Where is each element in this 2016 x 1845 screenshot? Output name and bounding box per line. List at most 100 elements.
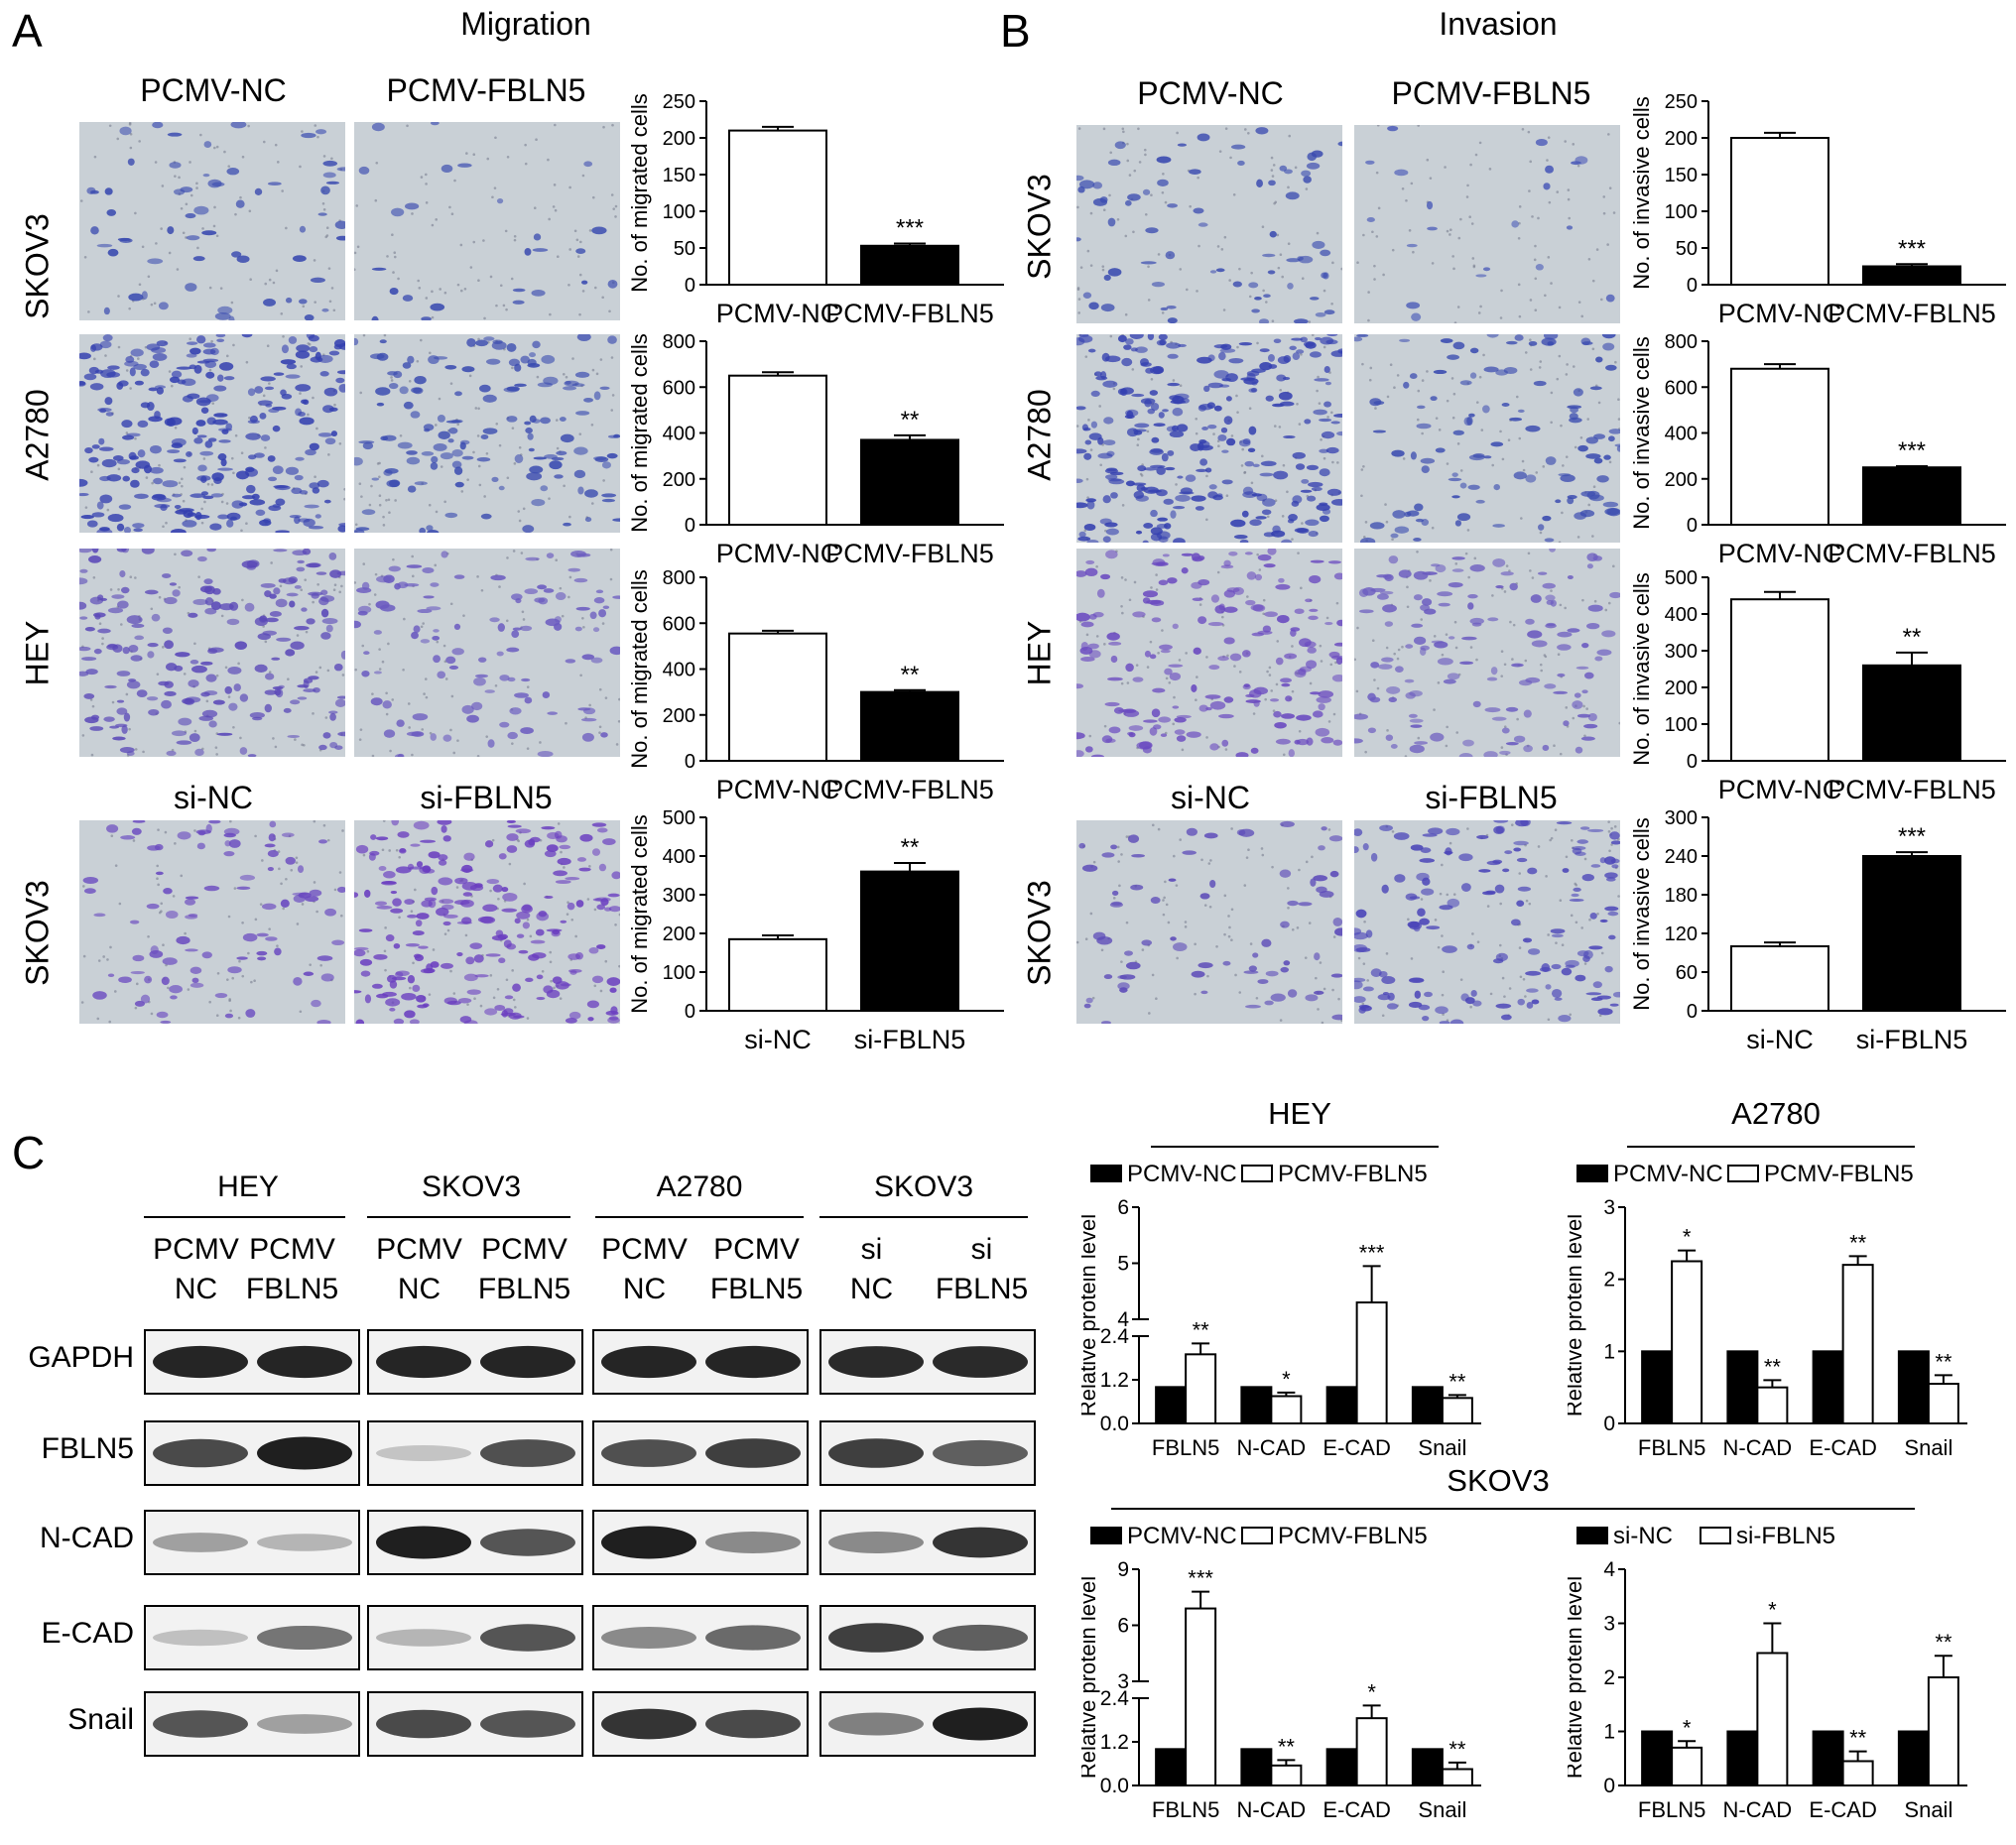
blot-band-box: [819, 1691, 1036, 1757]
x-tick-label: E-CAD: [1809, 1435, 1876, 1460]
significance-label: **: [1935, 1349, 1953, 1374]
y-tick-label: 400: [1665, 604, 1698, 626]
y-tick-label: 2.4: [1100, 1687, 1130, 1710]
legend-swatch: [1241, 1527, 1273, 1544]
y-tick-label: 100: [663, 962, 695, 984]
significance-label: **: [1935, 1630, 1953, 1655]
micrograph-image: [1076, 820, 1342, 1024]
row-label-hey: HEY: [19, 620, 56, 686]
x-tick-label: Snail: [1418, 1797, 1466, 1822]
legend-swatch: [1576, 1165, 1608, 1182]
significance-label: **: [1903, 624, 1922, 651]
significance-label: *: [1683, 1715, 1692, 1740]
x-tick-label: PCMV-NC: [1718, 775, 1842, 804]
blot-band: [828, 1438, 924, 1468]
blot-band-box: [144, 1605, 360, 1670]
y-tick-label: 200: [1665, 469, 1698, 491]
x-tick-label: si-NC: [1746, 1025, 1814, 1054]
blot-row-label: N-CAD: [40, 1522, 134, 1554]
blot-band: [828, 1623, 924, 1653]
blot-lane-label-bottom: FBLN5: [709, 1273, 804, 1305]
y-tick-label: 5: [1117, 1253, 1129, 1276]
blot-band-box: [592, 1510, 809, 1575]
blot-band: [480, 1624, 575, 1652]
blot-band: [153, 1629, 248, 1647]
blot-lane-label-top: PCMV: [249, 1233, 335, 1266]
blot-band-box: [819, 1510, 1036, 1575]
blot-band: [705, 1625, 801, 1651]
significance-label: ***: [1898, 235, 1926, 262]
bar-chart-prot-skov3-si: si-NC si-FBLN5 Relative protein level 0 1 2 3 4…: [1562, 1518, 1984, 1840]
legend-label: PCMV-FBLN5: [1278, 1523, 1428, 1549]
blot-band-box: [367, 1510, 583, 1575]
significance-label: **: [1764, 1354, 1782, 1379]
bar: [1756, 1652, 1789, 1786]
invasion-title: Invasion: [1439, 6, 1558, 42]
blot-band: [257, 1714, 352, 1734]
blot-band: [601, 1439, 696, 1467]
blot-band: [376, 1345, 471, 1379]
significance-label: **: [1849, 1230, 1867, 1255]
bar: [1812, 1350, 1844, 1424]
x-tick-label: FBLN5: [1152, 1435, 1219, 1460]
x-tick-label: PCMV-FBLN5: [825, 299, 994, 328]
blot-band: [705, 1709, 801, 1739]
bar: [860, 244, 959, 286]
blot-band: [376, 1709, 471, 1739]
bar: [728, 374, 827, 526]
bar: [1671, 1260, 1703, 1424]
migration-title: Migration: [460, 6, 591, 42]
y-axis-label: Relative protein level: [1568, 1576, 1586, 1779]
bar: [1641, 1730, 1674, 1786]
blot-row-label: FBLN5: [41, 1432, 134, 1465]
blot-group-rule: [144, 1216, 345, 1218]
x-tick-label: PCMV-FBLN5: [825, 539, 994, 568]
legend-label: PCMV-NC: [1613, 1161, 1723, 1187]
y-axis-label: No. of migrated cells: [627, 333, 652, 533]
bar-chart-inv-skov3-si: 0 60 120 180 240 300 No. of invasive cells si-N…: [1627, 805, 2016, 1073]
y-tick-label: 200: [1665, 128, 1698, 150]
x-tick-label: PCMV-FBLN5: [1827, 299, 1996, 328]
y-tick-label: 1: [1603, 1721, 1615, 1744]
row-label-skov3: SKOV3: [1021, 174, 1058, 280]
blot-band: [480, 1710, 575, 1738]
micrograph-image: [1076, 125, 1342, 323]
blot-lane-label-bottom: NC: [622, 1273, 667, 1305]
row-label-a2780: A2780: [1021, 389, 1058, 481]
bar: [1325, 1748, 1358, 1786]
significance-label: ***: [1898, 823, 1926, 850]
y-tick-label: 0: [1687, 515, 1698, 537]
bar: [1862, 466, 1961, 526]
bar-chart-prot-skov3-pcmv: PCMV-NC PCMV-FBLN5 Relative protein level 0…: [1075, 1518, 1498, 1840]
col-label-si-fbln5: si-FBLN5: [420, 780, 553, 815]
y-tick-label: 3: [1117, 1670, 1129, 1693]
col-label-pcmv-fbln5: PCMV-FBLN5: [1391, 75, 1591, 111]
legend-label: PCMV-NC: [1127, 1523, 1237, 1549]
bar: [1441, 1768, 1473, 1786]
blot-band-box: [592, 1420, 809, 1486]
significance-label: **: [1449, 1737, 1466, 1762]
blot-band: [376, 1629, 471, 1647]
skov3-header-rule: [1111, 1508, 1915, 1510]
bar: [1270, 1764, 1303, 1786]
bar: [1441, 1397, 1473, 1424]
micrograph-image: [354, 122, 620, 320]
bar: [1927, 1676, 1959, 1786]
bar-chart-prot-a2780: PCMV-NC PCMV-FBLN5 Relative protein level 0…: [1562, 1156, 1984, 1478]
row-label-skov3: SKOV3: [19, 213, 56, 319]
x-tick-label: N-CAD: [1723, 1797, 1793, 1822]
blot-band: [933, 1707, 1028, 1741]
bar: [1841, 1264, 1874, 1424]
significance-label: ***: [896, 215, 924, 242]
blot-band: [376, 1526, 471, 1559]
blot-band: [705, 1345, 801, 1379]
y-tick-label: 200: [663, 923, 695, 945]
bar: [860, 438, 959, 526]
blot-band-box: [819, 1605, 1036, 1670]
blot-lane-label-bottom: FBLN5: [477, 1273, 571, 1305]
significance-label: *: [1683, 1225, 1692, 1250]
y-tick-label: 50: [1676, 238, 1698, 260]
blot-band-box: [819, 1420, 1036, 1486]
col-label-pcmv-fbln5: PCMV-FBLN5: [386, 72, 586, 108]
y-tick-label: 100: [663, 201, 695, 223]
